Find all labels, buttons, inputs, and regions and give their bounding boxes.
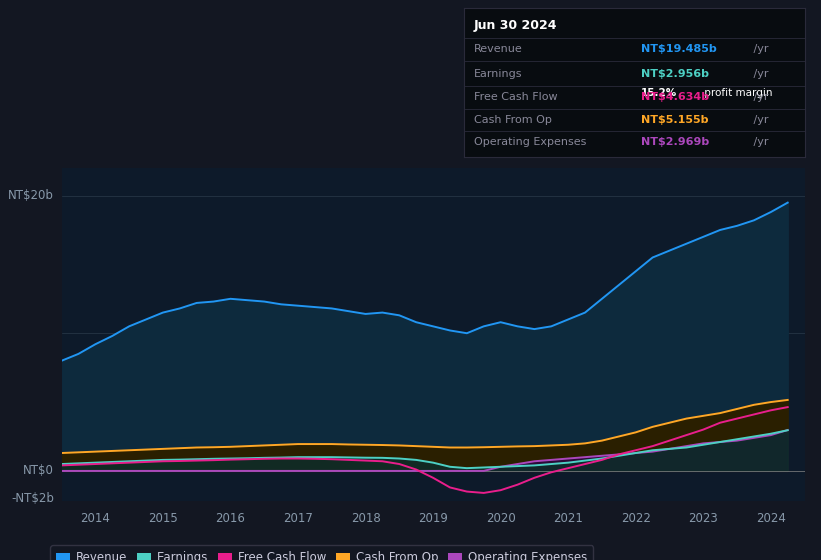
- Text: profit margin: profit margin: [700, 88, 773, 98]
- Text: NT$4.634b: NT$4.634b: [641, 92, 709, 102]
- Text: /yr: /yr: [750, 115, 768, 125]
- Text: /yr: /yr: [750, 137, 768, 147]
- Text: NT$19.485b: NT$19.485b: [641, 44, 717, 54]
- Text: Jun 30 2024: Jun 30 2024: [474, 19, 557, 32]
- Text: Earnings: Earnings: [474, 69, 523, 79]
- Text: NT$2.956b: NT$2.956b: [641, 69, 709, 79]
- Text: 15.2%: 15.2%: [641, 88, 677, 98]
- Text: Free Cash Flow: Free Cash Flow: [474, 92, 557, 102]
- Text: NT$5.155b: NT$5.155b: [641, 115, 709, 125]
- Text: /yr: /yr: [750, 69, 768, 79]
- Text: NT$0: NT$0: [23, 464, 54, 478]
- Text: -NT$2b: -NT$2b: [11, 492, 54, 505]
- Text: NT$2.969b: NT$2.969b: [641, 137, 709, 147]
- Legend: Revenue, Earnings, Free Cash Flow, Cash From Op, Operating Expenses: Revenue, Earnings, Free Cash Flow, Cash …: [50, 545, 593, 560]
- Text: /yr: /yr: [750, 44, 768, 54]
- Text: Revenue: Revenue: [474, 44, 523, 54]
- Text: Cash From Op: Cash From Op: [474, 115, 552, 125]
- Text: /yr: /yr: [750, 92, 768, 102]
- Text: Operating Expenses: Operating Expenses: [474, 137, 586, 147]
- Text: NT$20b: NT$20b: [8, 189, 54, 202]
